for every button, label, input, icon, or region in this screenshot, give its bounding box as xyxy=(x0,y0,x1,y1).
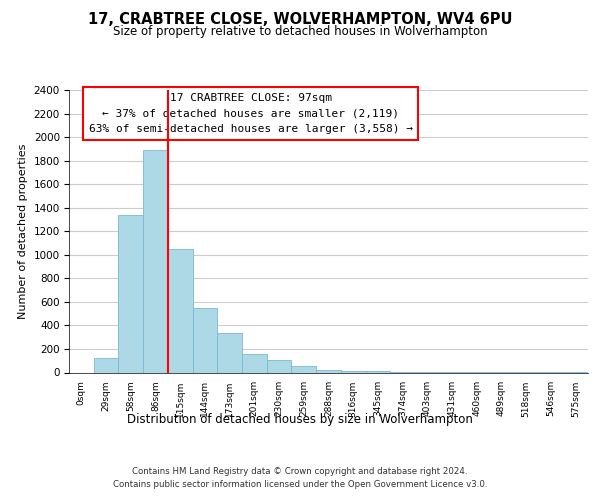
Text: 17 CRABTREE CLOSE: 97sqm
← 37% of detached houses are smaller (2,119)
63% of sem: 17 CRABTREE CLOSE: 97sqm ← 37% of detach… xyxy=(89,93,413,134)
Bar xyxy=(118,215,143,372)
Bar xyxy=(316,370,341,372)
Bar xyxy=(267,360,292,372)
Bar xyxy=(242,354,267,372)
Bar xyxy=(292,366,316,372)
Bar xyxy=(341,370,365,372)
Text: Contains HM Land Registry data © Crown copyright and database right 2024.: Contains HM Land Registry data © Crown c… xyxy=(132,468,468,476)
Bar xyxy=(94,358,118,372)
Text: 17, CRABTREE CLOSE, WOLVERHAMPTON, WV4 6PU: 17, CRABTREE CLOSE, WOLVERHAMPTON, WV4 6… xyxy=(88,12,512,28)
Text: Contains public sector information licensed under the Open Government Licence v3: Contains public sector information licen… xyxy=(113,480,487,489)
Text: Size of property relative to detached houses in Wolverhampton: Size of property relative to detached ho… xyxy=(113,25,487,38)
Bar xyxy=(168,249,193,372)
Y-axis label: Number of detached properties: Number of detached properties xyxy=(18,144,28,319)
Text: Distribution of detached houses by size in Wolverhampton: Distribution of detached houses by size … xyxy=(127,412,473,426)
Bar xyxy=(217,333,242,372)
Bar xyxy=(143,150,168,372)
Bar xyxy=(193,308,217,372)
